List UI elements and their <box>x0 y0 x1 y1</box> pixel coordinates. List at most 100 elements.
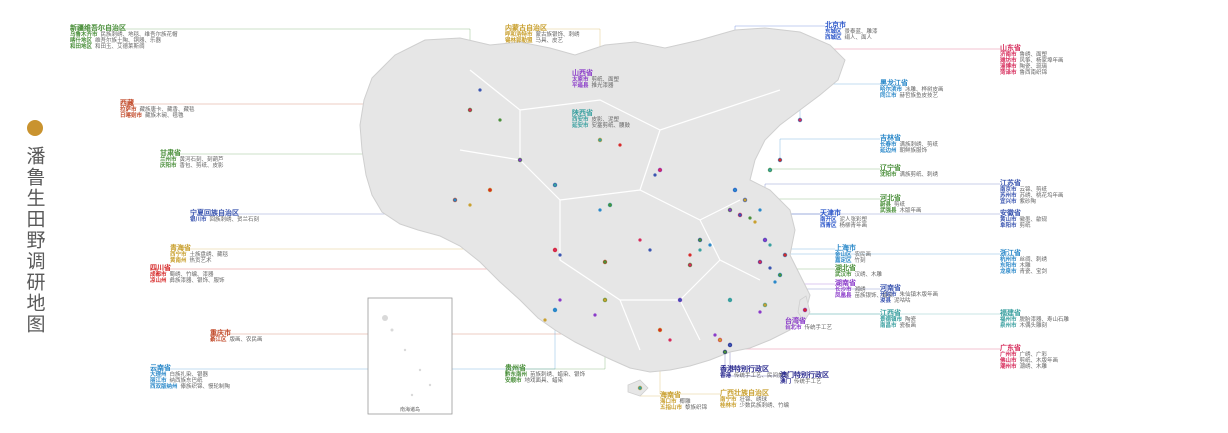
province-name: 宁夏回族自治区 <box>190 209 239 217</box>
province-label: 河南省 开封市 朱仙镇木版年画 浚县 泥咕咕 <box>880 285 938 305</box>
site-city: 黄南州 <box>170 258 187 264</box>
site-row: 金山区 农民画 <box>835 252 871 258</box>
province-label: 重庆市 綦江区 版画、农民画 <box>210 330 263 344</box>
site-craft: 鲁绣、面塑 <box>1019 52 1048 58</box>
province-name: 湖南省 <box>835 279 856 287</box>
province-name: 青海省 <box>170 244 191 252</box>
site-city: 綦江区 <box>210 337 227 343</box>
site-row: 佛山市 剪纸、木版年画 <box>1000 358 1058 364</box>
province-name: 广西壮族自治区 <box>720 389 769 397</box>
research-dot <box>593 313 597 317</box>
site-city: 西安市 <box>572 117 589 123</box>
province-name: 广东省 <box>1000 344 1021 352</box>
site-row: 长沙市 湘绣 <box>835 287 893 293</box>
site-craft: 纳西族东巴纸 <box>169 378 203 384</box>
site-city: 南昌市 <box>880 323 897 329</box>
site-craft: 皮影、泥塑 <box>591 117 620 123</box>
research-dot <box>733 188 737 192</box>
province-name: 湖北省 <box>835 264 856 272</box>
site-row: 黄南州 热贡艺术 <box>170 258 228 264</box>
province-label: 吉林省 长春市 满族刺绣、剪纸 延边州 朝鲜族服饰 <box>880 135 939 155</box>
research-dot <box>778 273 782 277</box>
site-city: 呼和浩特市 <box>505 32 533 38</box>
inset-islands <box>382 315 432 397</box>
province-label: 浙江省 杭州市 丝绸、刺绣 东阳市 木雕 龙泉市 青瓷、宝剑 <box>1000 250 1047 276</box>
research-dot <box>798 118 802 122</box>
site-row: 香港 传统手工艺、民间美术 <box>720 373 789 379</box>
research-dot <box>753 220 757 224</box>
site-city: 同江市 <box>880 93 897 99</box>
site-city: 杭州市 <box>1000 257 1017 263</box>
site-city: 潍坊市 <box>1000 58 1017 64</box>
site-craft: 冰雕、桦树皮画 <box>905 87 944 93</box>
province-label: 云南省 大理州 白族扎染、银器 丽江市 纳西族东巴纸 西双版纳州 傣族织锦、慢轮制陶 <box>150 365 231 391</box>
site-craft: 和田玉、艾德莱斯绸 <box>95 44 145 50</box>
site-city: 凉山州 <box>150 278 167 284</box>
site-row: 西青区 杨柳青年画 <box>820 223 867 229</box>
site-row: 安顺市 地戏面具、蜡染 <box>505 378 585 384</box>
site-row: 乌鲁木齐市 民族刺绣、地毯、维吾尔族花帽 <box>70 32 178 38</box>
site-craft: 潮绣、木雕 <box>1019 364 1048 370</box>
site-craft: 农民画 <box>854 252 872 258</box>
site-craft: 香包、剪纸、皮影 <box>179 163 224 169</box>
research-dot <box>488 188 492 192</box>
province-name: 澳门特别行政区 <box>780 371 829 379</box>
site-craft: 赫哲族鱼皮技艺 <box>899 93 939 99</box>
leader-line <box>779 253 1000 275</box>
site-craft: 剪纸、木版年画 <box>1019 358 1059 364</box>
site-craft: 汉绣、木雕 <box>854 272 883 278</box>
site-city: 喀什地区 <box>70 38 93 44</box>
site-craft: 傣族织锦、慢轮制陶 <box>180 384 231 390</box>
site-city: 西青区 <box>820 223 837 229</box>
site-city: 银川市 <box>190 217 207 223</box>
site-row: 潮州市 潮绣、木雕 <box>1000 364 1058 370</box>
site-craft: 脱胎漆器、寿山石雕 <box>1019 317 1070 323</box>
site-city: 广州市 <box>1000 352 1017 358</box>
site-row: 喀什地区 维吾尔族土陶、铜器、乐器 <box>70 38 178 44</box>
inset-label: 南海诸岛 <box>400 406 420 413</box>
site-craft: 黎族织锦 <box>685 405 708 411</box>
site-craft: 传统手工艺、民间美术 <box>734 373 790 379</box>
province-label: 江苏省 南京市 云锦、剪纸 苏州市 苏绣、桃花坞年画 宜兴市 紫砂陶 <box>1000 179 1064 206</box>
province-name: 陕西省 <box>572 109 593 117</box>
site-row: 丽江市 纳西族东巴纸 <box>150 378 230 384</box>
site-row: 延安市 安塞剪纸、腰鼓 <box>572 123 630 129</box>
research-dot <box>728 208 732 212</box>
research-dot <box>768 266 772 270</box>
site-row: 杭州市 丝绸、刺绣 <box>1000 257 1047 263</box>
research-points <box>452 88 808 391</box>
site-city: 延边州 <box>880 148 897 154</box>
site-craft: 青瓷、宝剑 <box>1019 269 1048 275</box>
site-craft: 陶瓷 <box>905 317 917 323</box>
province-name: 江苏省 <box>1000 179 1021 187</box>
site-city: 太原市 <box>572 77 589 83</box>
research-dot <box>728 298 732 302</box>
site-craft: 云锦、剪纸 <box>1019 187 1048 193</box>
site-city: 宜兴市 <box>1000 199 1017 205</box>
site-row: 景德镇市 陶瓷 <box>880 317 916 323</box>
province-name: 福建省 <box>1000 309 1021 317</box>
province-name: 山东省 <box>1000 44 1021 52</box>
site-city: 西城区 <box>825 35 842 41</box>
site-craft: 黄河石刻、刻葫芦 <box>179 157 224 163</box>
site-city: 开封市 <box>880 292 897 298</box>
site-row: 蔚县 剪纸 <box>880 202 922 208</box>
site-row: 台北市 传统手工艺 <box>785 325 832 331</box>
research-dot <box>773 280 777 284</box>
province-label: 湖南省 长沙市 湘绣 凤凰县 苗族银饰、蜡染 <box>835 279 893 300</box>
research-dot <box>598 208 602 212</box>
site-row: 福州市 脱胎漆器、寿山石雕 <box>1000 317 1069 323</box>
site-row: 龙泉市 青瓷、宝剑 <box>1000 269 1047 275</box>
province-name: 西藏 <box>120 99 134 107</box>
site-city: 南宁市 <box>720 397 737 403</box>
research-dot <box>803 308 807 312</box>
province-name: 新疆维吾尔自治区 <box>70 24 126 32</box>
site-craft: 维吾尔族土陶、铜器、乐器 <box>95 38 162 44</box>
province-label: 台湾省 台北市 传统手工艺 <box>785 318 832 332</box>
site-craft: 满族刺绣、剪纸 <box>899 142 939 148</box>
province-label: 福建省 福州市 脱胎漆器、寿山石雕 泉州市 木偶头雕刻 <box>1000 309 1069 330</box>
site-craft: 版画、农民画 <box>229 337 263 343</box>
site-city: 拉萨市 <box>120 107 137 113</box>
title-dot-icon <box>27 120 43 136</box>
site-row: 东城区 景泰蓝、雕漆 <box>825 29 878 35</box>
